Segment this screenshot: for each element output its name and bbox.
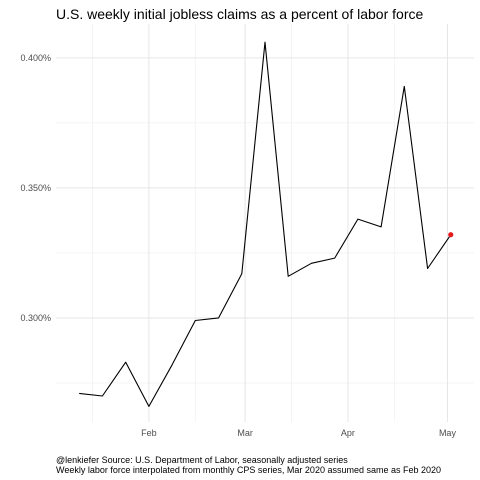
x-tick-label: Feb — [141, 428, 157, 438]
x-tick-label: Apr — [341, 428, 355, 438]
y-tick-label: 0.350% — [20, 183, 51, 193]
y-tick-label: 0.300% — [20, 313, 51, 323]
chart-title: U.S. weekly initial jobless claims as a … — [56, 6, 424, 22]
x-tick-label: May — [439, 428, 457, 438]
series-layer — [79, 41, 454, 407]
note-caption: Weekly labor force interpolated from mon… — [56, 465, 442, 475]
axis-labels: 0.300% 0.350% 0.400% Feb Mar Apr May — [20, 53, 456, 438]
source-caption: @lenkiefer Source: U.S. Department of La… — [56, 455, 348, 465]
y-tick-label: 0.400% — [20, 53, 51, 63]
x-tick-label: Mar — [237, 428, 253, 438]
series-line — [79, 41, 452, 407]
latest-point-marker — [448, 232, 454, 238]
grid-lines — [56, 24, 474, 422]
